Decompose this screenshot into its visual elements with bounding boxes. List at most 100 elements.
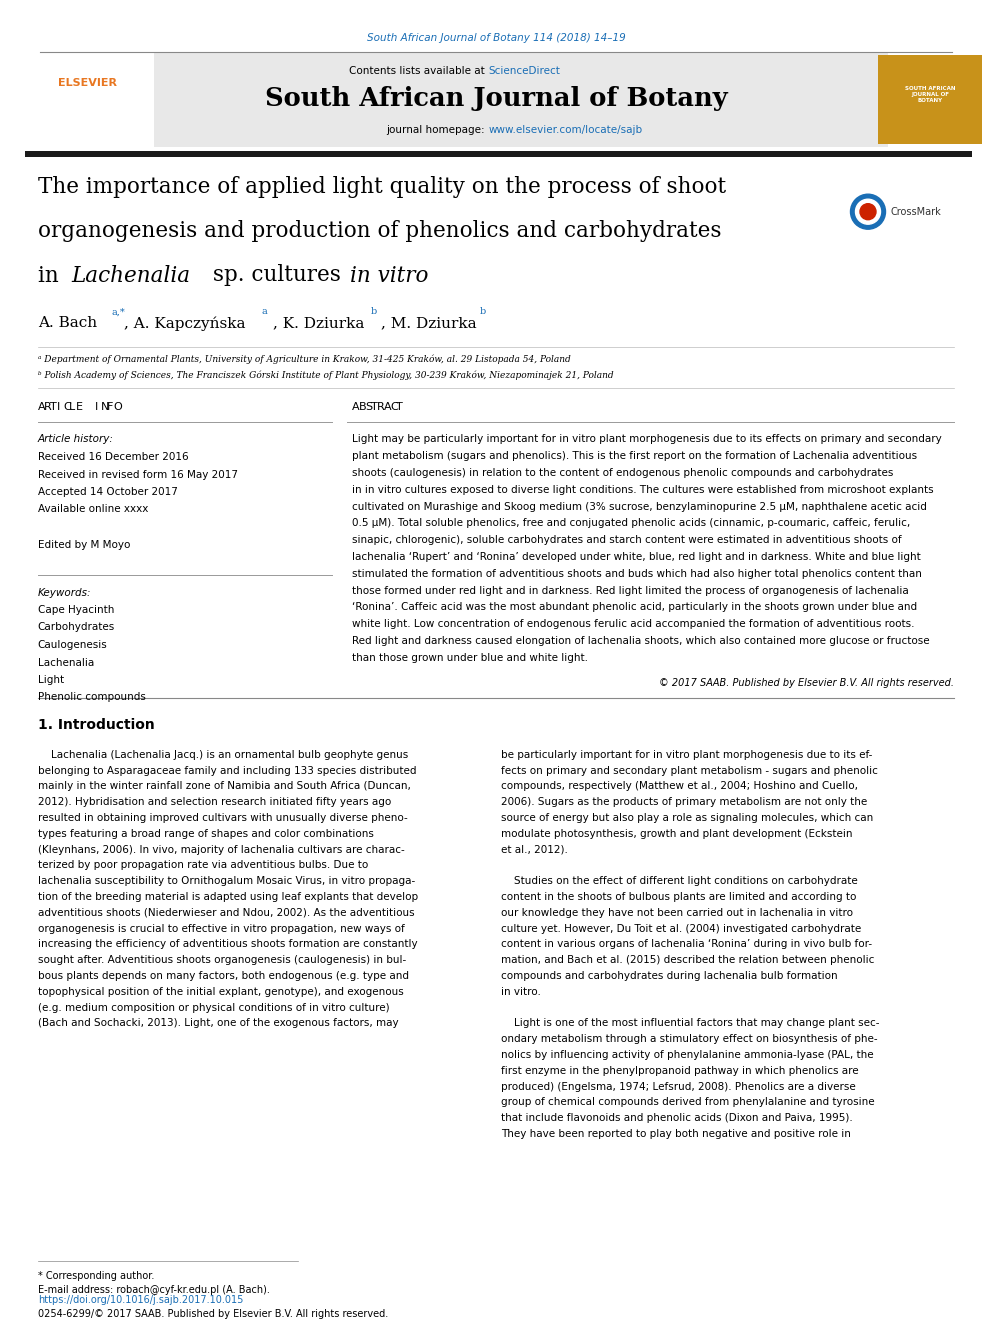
Text: R: R (377, 402, 385, 413)
Text: in: in (38, 265, 65, 287)
Text: b: b (480, 307, 486, 316)
Text: Keywords:: Keywords: (38, 587, 91, 598)
Text: 0254-6299/© 2017 SAAB. Published by Elsevier B.V. All rights reserved.: 0254-6299/© 2017 SAAB. Published by Else… (38, 1308, 388, 1319)
Text: group of chemical compounds derived from phenylalanine and tyrosine: group of chemical compounds derived from… (501, 1097, 875, 1107)
Text: topophysical position of the initial explant, genotype), and exogenous: topophysical position of the initial exp… (38, 987, 404, 996)
Text: source of energy but also play a role as signaling molecules, which can: source of energy but also play a role as… (501, 812, 873, 823)
Text: E: E (75, 402, 82, 413)
Text: nolics by influencing activity of phenylalanine ammonia-lyase (PAL, the: nolics by influencing activity of phenyl… (501, 1050, 874, 1060)
Text: be particularly important for in vitro plant morphogenesis due to its ef-: be particularly important for in vitro p… (501, 750, 872, 759)
Text: The importance of applied light quality on the process of shoot: The importance of applied light quality … (38, 176, 726, 198)
Text: than those grown under blue and white light.: than those grown under blue and white li… (352, 652, 588, 663)
Text: I: I (94, 402, 97, 413)
Text: Lachenalia (Lachenalia Jacq.) is an ornamental bulb geophyte genus: Lachenalia (Lachenalia Jacq.) is an orna… (38, 750, 408, 759)
Text: those formed under red light and in darkness. Red light limited the process of o: those formed under red light and in dark… (352, 586, 909, 595)
Text: ScienceDirect: ScienceDirect (488, 66, 559, 75)
Text: A: A (352, 402, 360, 413)
Text: Phenolic compounds: Phenolic compounds (38, 692, 146, 703)
Text: T: T (51, 402, 58, 413)
Text: (e.g. medium composition or physical conditions of in vitro culture): (e.g. medium composition or physical con… (38, 1003, 389, 1012)
Text: Lachenalia: Lachenalia (71, 265, 190, 287)
FancyBboxPatch shape (154, 52, 888, 147)
Text: b: b (371, 307, 377, 316)
Text: Carbohydrates: Carbohydrates (38, 623, 115, 632)
Text: increasing the efficiency of adventitious shoots formation are constantly: increasing the efficiency of adventitiou… (38, 939, 418, 950)
Text: SOUTH AFRICAN
JOURNAL OF
BOTANY: SOUTH AFRICAN JOURNAL OF BOTANY (905, 86, 955, 103)
Text: (Bach and Sochacki, 2013). Light, one of the exogenous factors, may: (Bach and Sochacki, 2013). Light, one of… (38, 1019, 399, 1028)
Text: compounds and carbohydrates during lachenalia bulb formation: compounds and carbohydrates during lache… (501, 971, 837, 980)
Text: organogenesis and production of phenolics and carbohydrates: organogenesis and production of phenolic… (38, 221, 721, 242)
Text: first enzyme in the phenylpropanoid pathway in which phenolics are: first enzyme in the phenylpropanoid path… (501, 1066, 859, 1076)
Text: Light may be particularly important for in vitro plant morphogenesis due to its : Light may be particularly important for … (352, 434, 942, 445)
Text: ᵇ Polish Academy of Sciences, The Franciszek Górski Institute of Plant Physiolog: ᵇ Polish Academy of Sciences, The Franci… (38, 370, 613, 380)
Text: ELSEVIER: ELSEVIER (58, 78, 117, 89)
Text: Red light and darkness caused elongation of lachenalia shoots, which also contai: Red light and darkness caused elongation… (352, 636, 930, 646)
Text: www.elsevier.com/locate/sajb: www.elsevier.com/locate/sajb (488, 124, 642, 135)
Text: lachenalia ‘Rupert’ and ‘Ronina’ developed under white, blue, red light and in d: lachenalia ‘Rupert’ and ‘Ronina’ develop… (352, 552, 921, 562)
Text: white light. Low concentration of endogenous ferulic acid accompanied the format: white light. Low concentration of endoge… (352, 619, 915, 630)
Text: L: L (69, 402, 75, 413)
Text: Available online xxxx: Available online xxxx (38, 504, 148, 515)
Text: mation, and Bach et al. (2015) described the relation between phenolic: mation, and Bach et al. (2015) described… (501, 955, 874, 964)
Text: types featuring a broad range of shapes and color combinations: types featuring a broad range of shapes … (38, 828, 374, 839)
Text: N: N (101, 402, 109, 413)
Text: fects on primary and secondary plant metabolism - sugars and phenolic: fects on primary and secondary plant met… (501, 766, 878, 775)
Text: stimulated the formation of adventitious shoots and buds which had also higher t: stimulated the formation of adventitious… (352, 569, 922, 579)
Text: a: a (262, 307, 268, 316)
Text: Edited by M Moyo: Edited by M Moyo (38, 540, 130, 549)
Text: Received 16 December 2016: Received 16 December 2016 (38, 452, 188, 462)
Text: 1. Introduction: 1. Introduction (38, 717, 155, 732)
Text: shoots (caulogenesis) in relation to the content of endogenous phenolic compound: shoots (caulogenesis) in relation to the… (352, 468, 894, 478)
Text: 2012). Hybridisation and selection research initiated fifty years ago: 2012). Hybridisation and selection resea… (38, 796, 391, 807)
Text: et al., 2012).: et al., 2012). (501, 844, 567, 855)
Text: compounds, respectively (Matthew et al., 2004; Hoshino and Cuello,: compounds, respectively (Matthew et al.,… (501, 782, 858, 791)
Text: organogenesis is crucial to effective in vitro propagation, new ways of: organogenesis is crucial to effective in… (38, 923, 405, 934)
Text: B: B (358, 402, 366, 413)
Text: T: T (396, 402, 403, 413)
Text: resulted in obtaining improved cultivars with unusually diverse pheno-: resulted in obtaining improved cultivars… (38, 812, 408, 823)
Text: Light: Light (38, 675, 63, 685)
Text: , M. Dziurka: , M. Dziurka (381, 316, 476, 331)
Text: journal homepage:: journal homepage: (386, 124, 488, 135)
Text: S: S (365, 402, 372, 413)
Text: adventitious shoots (Niederwieser and Ndou, 2002). As the adventitious: adventitious shoots (Niederwieser and Nd… (38, 908, 415, 918)
Text: sp. cultures: sp. cultures (206, 265, 348, 287)
Text: sought after. Adventitious shoots organogenesis (caulogenesis) in bul-: sought after. Adventitious shoots organo… (38, 955, 406, 964)
Text: R: R (44, 402, 52, 413)
Text: C: C (390, 402, 398, 413)
Text: C: C (62, 402, 70, 413)
Text: our knowledge they have not been carried out in lachenalia in vitro: our knowledge they have not been carried… (501, 908, 853, 918)
Text: culture yet. However, Du Toit et al. (2004) investigated carbohydrate: culture yet. However, Du Toit et al. (20… (501, 923, 861, 934)
Text: CrossMark: CrossMark (891, 206, 941, 217)
Text: sinapic, chlorogenic), soluble carbohydrates and starch content were estimated i: sinapic, chlorogenic), soluble carbohydr… (352, 536, 902, 545)
Text: 2006). Sugars as the products of primary metabolism are not only the: 2006). Sugars as the products of primary… (501, 796, 867, 807)
Text: Received in revised form 16 May 2017: Received in revised form 16 May 2017 (38, 470, 238, 479)
Text: F: F (107, 402, 113, 413)
Text: produced) (Engelsma, 1974; Lefsrud, 2008). Phenolics are a diverse: produced) (Engelsma, 1974; Lefsrud, 2008… (501, 1081, 856, 1091)
Text: T: T (371, 402, 378, 413)
Text: (Kleynhans, 2006). In vivo, majority of lachenalia cultivars are charac-: (Kleynhans, 2006). In vivo, majority of … (38, 844, 405, 855)
Text: in vitro.: in vitro. (501, 987, 541, 996)
Text: in vitro: in vitro (350, 265, 429, 287)
Text: Cape Hyacinth: Cape Hyacinth (38, 605, 114, 615)
Text: mainly in the winter rainfall zone of Namibia and South Africa (Duncan,: mainly in the winter rainfall zone of Na… (38, 782, 411, 791)
Circle shape (860, 204, 876, 220)
FancyBboxPatch shape (25, 151, 972, 156)
Text: Lachenalia: Lachenalia (38, 658, 94, 668)
Text: modulate photosynthesis, growth and plant development (Eckstein: modulate photosynthesis, growth and plan… (501, 828, 852, 839)
Text: * Corresponding author.: * Corresponding author. (38, 1271, 154, 1281)
Text: South African Journal of Botany: South African Journal of Botany (265, 86, 727, 111)
Text: ᵃ Department of Ornamental Plants, University of Agriculture in Krakow, 31-425 K: ᵃ Department of Ornamental Plants, Unive… (38, 355, 570, 364)
Text: Caulogenesis: Caulogenesis (38, 640, 107, 650)
Text: Studies on the effect of different light conditions on carbohydrate: Studies on the effect of different light… (501, 876, 858, 886)
Text: Light is one of the most influential factors that may change plant sec-: Light is one of the most influential fac… (501, 1019, 880, 1028)
Text: A: A (384, 402, 391, 413)
Text: terized by poor propagation rate via adventitious bulbs. Due to: terized by poor propagation rate via adv… (38, 860, 368, 871)
Text: content in various organs of lachenalia ‘Ronina’ during in vivo bulb for-: content in various organs of lachenalia … (501, 939, 872, 950)
Text: © 2017 SAAB. Published by Elsevier B.V. All rights reserved.: © 2017 SAAB. Published by Elsevier B.V. … (660, 677, 954, 688)
Text: E-mail address: robach@cyf-kr.edu.pl (A. Bach).: E-mail address: robach@cyf-kr.edu.pl (A.… (38, 1285, 270, 1295)
Text: Article history:: Article history: (38, 434, 113, 445)
Text: https://doi.org/10.1016/j.sajb.2017.10.015: https://doi.org/10.1016/j.sajb.2017.10.0… (38, 1295, 243, 1304)
Text: belonging to Asparagaceae family and including 133 species distributed: belonging to Asparagaceae family and inc… (38, 766, 417, 775)
Text: , K. Dziurka: , K. Dziurka (273, 316, 364, 331)
